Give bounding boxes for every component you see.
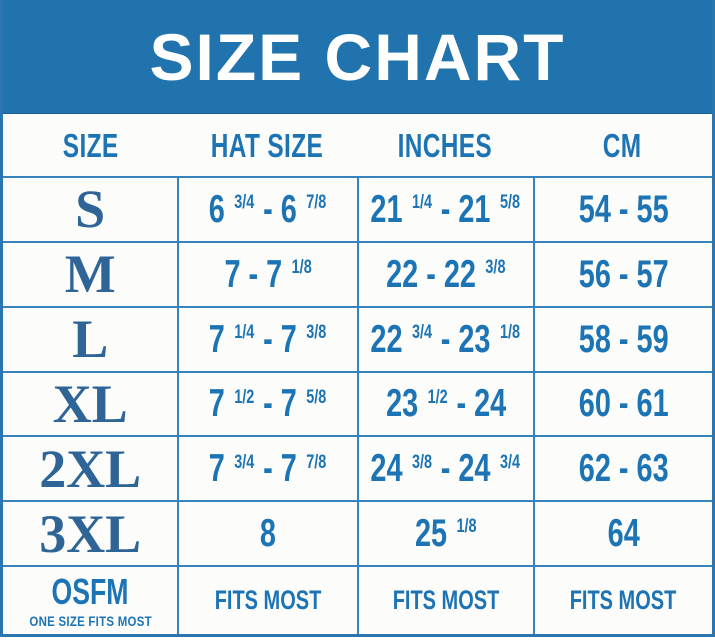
inches-value: 25 1/8	[414, 512, 477, 556]
table-row-l: L 7 1/4 - 7 3/8 22 3/4 - 23 1/8 58 - 59	[3, 305, 712, 371]
cell-hat-size: 8	[177, 502, 357, 565]
inches-value: 21 1/4 - 21 5/8	[370, 187, 521, 231]
column-header-hat-size: HAT SIZE	[177, 114, 357, 176]
size-table: SIZE HAT SIZE INCHES CM S 6 3/4 - 6 7/8 …	[3, 114, 712, 634]
cell-size: 3XL	[3, 502, 177, 565]
inches-value: 22 3/4 - 23 1/8	[370, 317, 521, 361]
cell-inches: 25 1/8	[357, 502, 532, 565]
inches-value: 23 1/2 - 24	[385, 382, 506, 426]
osfm-label: OSFM	[51, 570, 129, 612]
cell-cm: 60 - 61	[532, 372, 712, 436]
cm-value: 62 - 63	[578, 447, 669, 491]
title-banner: SIZE CHART	[3, 0, 712, 114]
size-label: 3XL	[39, 503, 142, 564]
hat-size-value: 8	[260, 512, 277, 556]
cell-size: S	[3, 178, 177, 241]
inches-value: 22 - 22 3/8	[385, 252, 506, 296]
cell-cm: 54 - 55	[532, 178, 712, 241]
cell-inches: 22 3/4 - 23 1/8	[357, 307, 532, 371]
hat-size-value: 7 1/2 - 7 5/8	[209, 382, 327, 426]
column-header-inches-label: INCHES	[397, 126, 493, 164]
cell-inches: 22 - 22 3/8	[357, 242, 532, 306]
size-label: L	[72, 309, 109, 370]
cell-inches: 24 3/8 - 24 3/4	[357, 437, 532, 501]
table-header-row: SIZE HAT SIZE INCHES CM	[3, 114, 712, 176]
table-row-3xl: 3XL 8 25 1/8 64	[3, 500, 712, 565]
hat-size-value: 7 - 7 1/8	[224, 252, 312, 296]
fits-most-label: FITS MOST	[392, 585, 500, 615]
table-row-m: M 7 - 7 1/8 22 - 22 3/8 56 - 57	[3, 240, 712, 306]
cm-value: 58 - 59	[578, 317, 669, 361]
cell-hat-size: 7 1/2 - 7 5/8	[177, 372, 357, 436]
cm-value: 56 - 57	[578, 252, 669, 296]
osfm-sublabel: ONE SIZE FITS MOST	[28, 612, 152, 629]
inches-value: 24 3/8 - 24 3/4	[370, 447, 521, 491]
cell-size: L	[3, 308, 177, 371]
cell-hat-size: FITS MOST	[177, 567, 357, 634]
column-header-size-label: SIZE	[62, 126, 119, 164]
size-label: XL	[52, 373, 128, 434]
cell-hat-size: 7 1/4 - 7 3/8	[177, 307, 357, 371]
table-row-2xl: 2XL 7 3/4 - 7 7/8 24 3/8 - 24 3/4 62 - 6…	[3, 435, 712, 501]
cell-cm: 56 - 57	[532, 242, 712, 306]
size-label: S	[75, 179, 106, 240]
cell-hat-size: 7 - 7 1/8	[177, 242, 357, 306]
cell-size: 2XL	[3, 437, 177, 500]
size-label: 2XL	[39, 438, 142, 499]
cell-inches: FITS MOST	[357, 567, 532, 634]
table-row-xl: XL 7 1/2 - 7 5/8 23 1/2 - 24 60 - 61	[3, 370, 712, 436]
cell-inches: 21 1/4 - 21 5/8	[357, 178, 532, 241]
column-header-inches: INCHES	[357, 114, 532, 176]
hat-size-value: 6 3/4 - 6 7/8	[209, 187, 327, 231]
table-row-osfm: OSFM ONE SIZE FITS MOST FITS MOST FITS M…	[3, 565, 712, 634]
column-header-size: SIZE	[3, 114, 177, 176]
cm-value: 54 - 55	[578, 187, 669, 231]
cell-hat-size: 6 3/4 - 6 7/8	[177, 178, 357, 241]
cell-hat-size: 7 3/4 - 7 7/8	[177, 437, 357, 501]
fits-most-label: FITS MOST	[214, 585, 322, 615]
cell-cm: 64	[532, 502, 712, 565]
chart-title: SIZE CHART	[149, 19, 566, 94]
column-header-hat-size-label: HAT SIZE	[211, 126, 324, 164]
cell-cm: 58 - 59	[532, 307, 712, 371]
cm-value: 64	[607, 512, 640, 556]
hat-size-value: 7 1/4 - 7 3/8	[209, 317, 327, 361]
cell-inches: 23 1/2 - 24	[357, 372, 532, 436]
cell-cm: 62 - 63	[532, 437, 712, 501]
hat-size-value: 7 3/4 - 7 7/8	[209, 447, 327, 491]
cell-size: OSFM ONE SIZE FITS MOST	[3, 567, 177, 634]
cm-value: 60 - 61	[578, 382, 669, 426]
cell-size: M	[3, 243, 177, 306]
cell-cm: FITS MOST	[532, 567, 712, 634]
column-header-cm-label: CM	[602, 126, 642, 164]
table-row-s: S 6 3/4 - 6 7/8 21 1/4 - 21 5/8 54 - 55	[3, 176, 712, 241]
cell-size: XL	[3, 373, 177, 436]
column-header-cm: CM	[533, 114, 712, 176]
fits-most-label: FITS MOST	[570, 585, 677, 615]
size-label: M	[64, 244, 116, 305]
